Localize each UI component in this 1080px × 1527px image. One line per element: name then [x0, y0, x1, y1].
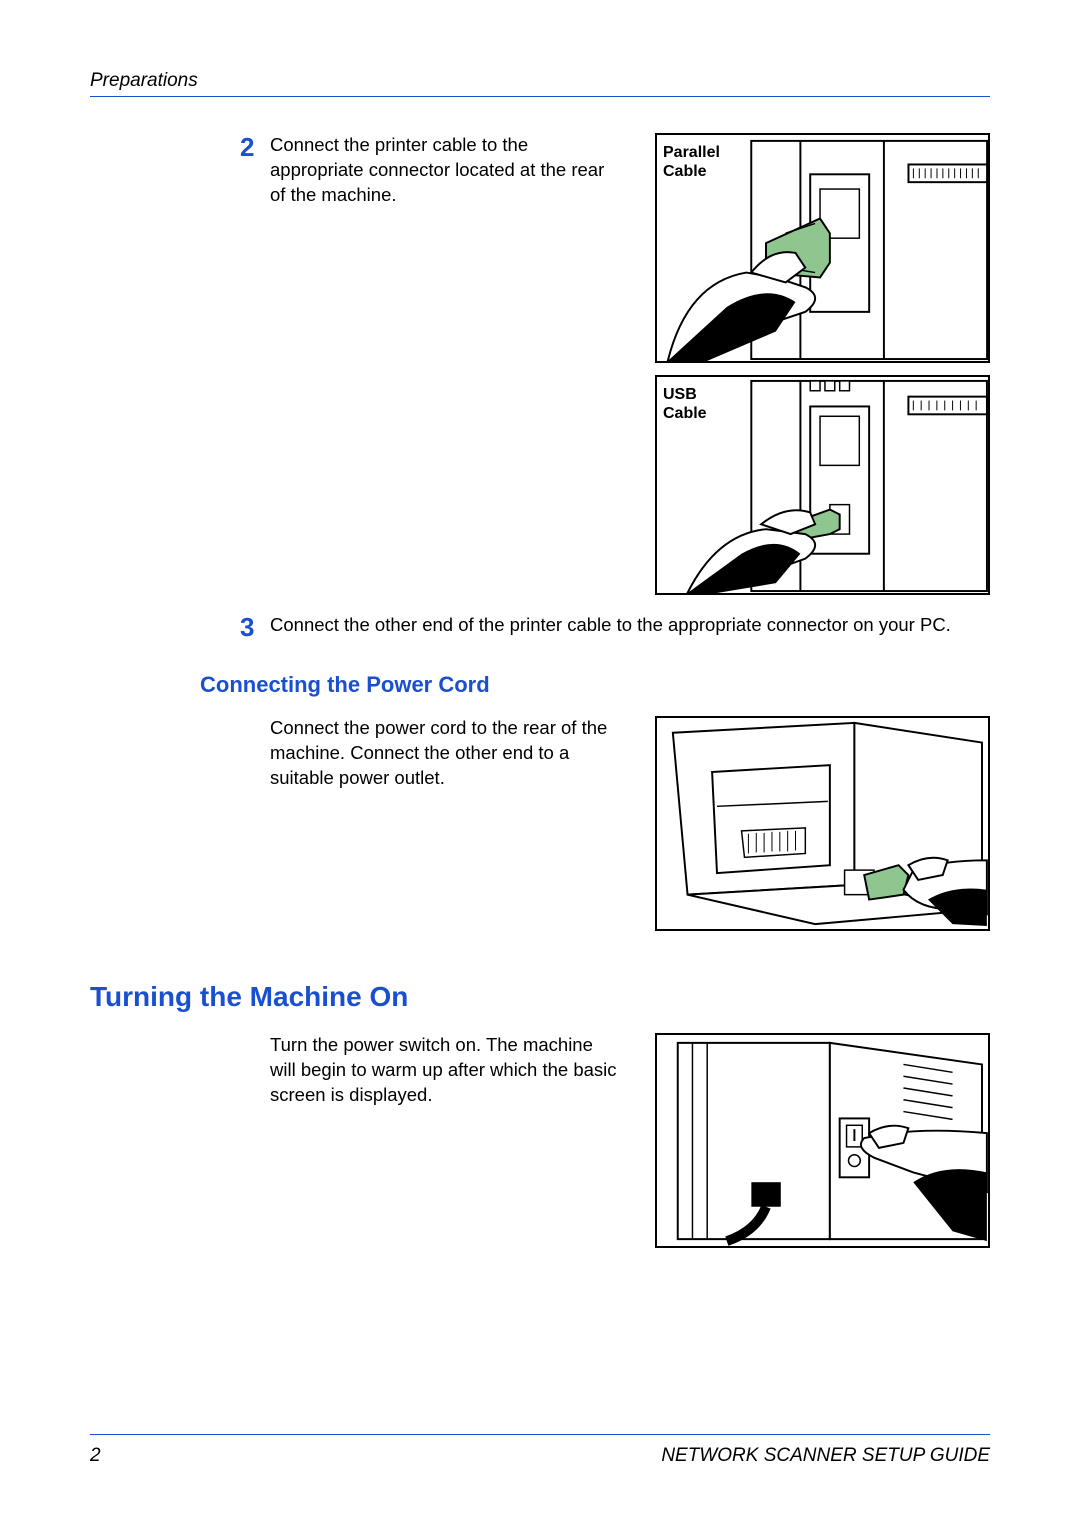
footer-rule — [90, 1434, 990, 1435]
step-3: 3 Connect the other end of the printer c… — [240, 613, 990, 642]
step-3-number: 3 — [240, 613, 270, 642]
footer: 2 NETWORK SCANNER SETUP GUIDE — [90, 1434, 990, 1467]
section-turnon-title: Turning the Machine On — [90, 981, 990, 1013]
power-cord-illustration — [657, 718, 988, 929]
guide-title: NETWORK SCANNER SETUP GUIDE — [661, 1445, 990, 1467]
figure-label-usb: USB Cable — [663, 383, 733, 425]
figure-label-parallel: Parallel Cable — [663, 141, 743, 183]
power-text: Connect the power cord to the rear of th… — [270, 716, 620, 791]
header-rule — [90, 96, 990, 97]
turnon-text: Turn the power switch on. The machine wi… — [270, 1033, 620, 1108]
section-power-title: Connecting the Power Cord — [200, 672, 990, 698]
step-2-text: Connect the printer cable to the appropr… — [270, 133, 620, 208]
content-area: 2 Connect the printer cable to the appro… — [90, 133, 990, 1258]
figure-usb-cable: USB Cable — [655, 375, 990, 595]
figure-power-cord — [655, 716, 990, 931]
figure-parallel-cable: Parallel Cable — [655, 133, 990, 363]
figure-stack: Parallel Cable — [655, 133, 990, 595]
step-2-number: 2 — [240, 133, 270, 162]
page: Preparations 2 Connect the printer cable… — [0, 0, 1080, 1527]
power-switch-illustration — [657, 1035, 988, 1246]
figure-power-switch — [655, 1033, 990, 1248]
page-number: 2 — [90, 1445, 101, 1467]
step-3-text: Connect the other end of the printer cab… — [270, 613, 990, 638]
header-section: Preparations — [90, 70, 990, 92]
